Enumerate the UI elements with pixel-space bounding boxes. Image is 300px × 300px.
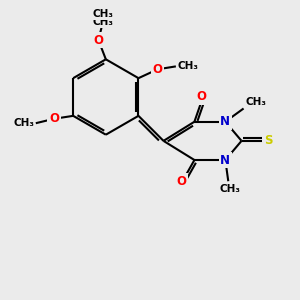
Text: CH₃: CH₃ (92, 17, 113, 27)
Text: O: O (94, 34, 103, 47)
Text: S: S (264, 134, 272, 147)
Text: CH₃: CH₃ (219, 184, 240, 194)
Text: CH₃: CH₃ (92, 9, 113, 19)
Text: CH₃: CH₃ (177, 61, 198, 71)
Text: O: O (153, 63, 163, 76)
Text: O: O (49, 112, 59, 125)
Text: N: N (220, 154, 230, 166)
Text: CH₃: CH₃ (245, 97, 266, 107)
Text: O: O (197, 91, 207, 103)
Text: N: N (220, 115, 230, 128)
Text: CH₃: CH₃ (13, 118, 34, 128)
Text: O: O (176, 175, 186, 188)
